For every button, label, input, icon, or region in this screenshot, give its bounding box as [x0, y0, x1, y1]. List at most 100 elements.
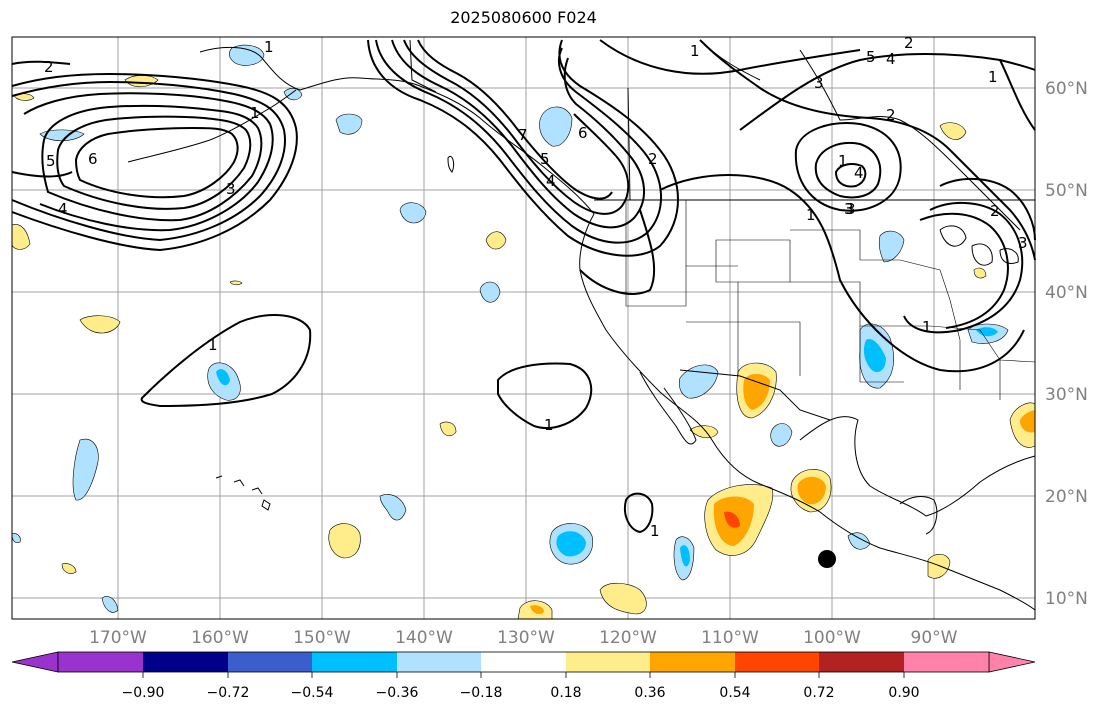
colorbar-segment — [481, 652, 566, 672]
contour-line — [367, 39, 679, 257]
contour-label: 4 — [58, 200, 68, 218]
colorbar-frame — [57, 651, 990, 673]
contour-line — [375, 39, 662, 244]
contour-label: 2 — [648, 150, 658, 168]
colorbar-tick-label: −0.72 — [207, 685, 250, 701]
contour-labels: 2 1 5 6 4 3 5 4 3 1 2 1 6 2 1 7 5 4 3 1 … — [44, 34, 1028, 540]
state-borders — [625, 200, 1036, 400]
anomaly-blob — [556, 531, 586, 557]
anomaly-blob — [485, 231, 507, 250]
anomaly-blob — [863, 338, 886, 373]
contour-label: 1 — [250, 104, 260, 122]
anomaly-blob — [689, 425, 719, 439]
baja-california — [639, 371, 697, 445]
anomaly-blob — [479, 281, 501, 303]
anomaly-blob — [72, 438, 99, 501]
anomaly-blob — [530, 605, 544, 614]
anomaly-blob — [743, 374, 770, 410]
anomaly-blob — [101, 596, 119, 613]
contour-line — [699, 39, 1036, 261]
contour-label: 2 — [886, 106, 896, 124]
contour-line — [624, 492, 654, 534]
lon-tick-label: 100°W — [803, 628, 861, 648]
anomaly-blob — [229, 280, 243, 286]
anomaly-blob — [11, 533, 21, 544]
anomaly-blob — [539, 106, 573, 147]
colorbar-segments — [58, 652, 989, 672]
colorbar-tick-label: −0.90 — [122, 685, 165, 701]
contour-label: 1 — [264, 38, 274, 56]
contour-line — [794, 122, 902, 212]
contour-line — [11, 80, 286, 242]
shaded-anomalies — [11, 44, 1036, 620]
contour-label: 3 — [844, 200, 854, 218]
plot-border — [11, 36, 1036, 620]
contour-line — [903, 201, 1024, 334]
colorbar — [11, 651, 1036, 678]
contour-line — [23, 92, 274, 232]
contour-label: 1 — [838, 152, 848, 170]
great-lakes — [939, 225, 1019, 266]
anomaly-blob — [328, 523, 361, 559]
anomaly-blob — [61, 563, 77, 574]
contour-label: 2 — [44, 58, 54, 76]
contour-label: 6 — [578, 124, 588, 142]
contour-line — [579, 209, 656, 295]
lon-tick-label: 120°W — [599, 628, 657, 648]
contour-label: 3 — [846, 200, 856, 218]
anomaly-blob — [976, 327, 998, 337]
anomaly-blob — [724, 511, 740, 528]
colorbar-max-arrow — [988, 651, 1036, 673]
anomaly-blob — [379, 494, 407, 521]
contour-line — [599, 39, 861, 75]
contour-label: 1 — [544, 416, 554, 434]
colorbar-segment — [735, 652, 819, 672]
anomaly-blob — [973, 267, 987, 279]
lat-tick-label: 10°N — [1045, 589, 1088, 609]
colorbar-min-arrow — [11, 651, 59, 673]
contour-line — [74, 126, 239, 199]
colorbar-tick-label: −0.54 — [291, 685, 334, 701]
gulf-of-mexico-coast — [799, 416, 1036, 517]
anomaly-blob — [335, 113, 363, 135]
contour-label: 7 — [518, 126, 528, 144]
contour-line — [403, 39, 630, 215]
aleutian-islands — [127, 89, 297, 163]
contour-line — [140, 314, 312, 408]
canada-outline — [409, 39, 1021, 231]
colorbar-segment — [650, 652, 735, 672]
contour-line — [56, 115, 252, 210]
colorbar-segment — [143, 652, 228, 672]
lon-tick-label: 140°W — [395, 628, 453, 648]
storm-center-marker — [818, 550, 836, 568]
contour-line — [919, 212, 1009, 329]
contour-label: 1 — [208, 336, 218, 354]
contour-line — [11, 171, 73, 178]
contour-line — [11, 72, 298, 252]
contour-line — [41, 104, 263, 222]
lat-tick-label: 60°N — [1045, 79, 1088, 99]
anomaly-blob — [216, 369, 230, 386]
anomaly-blob — [927, 553, 951, 579]
lon-tick-label: 160°W — [191, 628, 249, 648]
lat-tick-label: 50°N — [1045, 181, 1088, 201]
contour-line — [391, 39, 646, 229]
lat-tick-label: 20°N — [1045, 487, 1088, 507]
lon-tick-label: 170°W — [89, 628, 147, 648]
contour-label: 1 — [690, 42, 700, 60]
colorbar-segment — [904, 652, 989, 672]
contour-label: 4 — [546, 172, 556, 190]
anomaly-blob — [680, 545, 690, 567]
us-mexico-border — [679, 369, 831, 421]
colorbar-segment — [228, 652, 312, 672]
lon-tick-label: 90°W — [911, 628, 958, 648]
contour-label: 4 — [854, 164, 864, 182]
contour-label: 5 — [866, 48, 876, 66]
colorbar-tick-label: −0.18 — [460, 685, 503, 701]
islands — [215, 156, 455, 511]
colorbar-segment — [397, 652, 481, 672]
contour-label: 6 — [88, 150, 98, 168]
north-america-west-coast — [579, 213, 1036, 611]
colorbar-tick-label: −0.36 — [376, 685, 419, 701]
contour-line — [939, 177, 1036, 241]
